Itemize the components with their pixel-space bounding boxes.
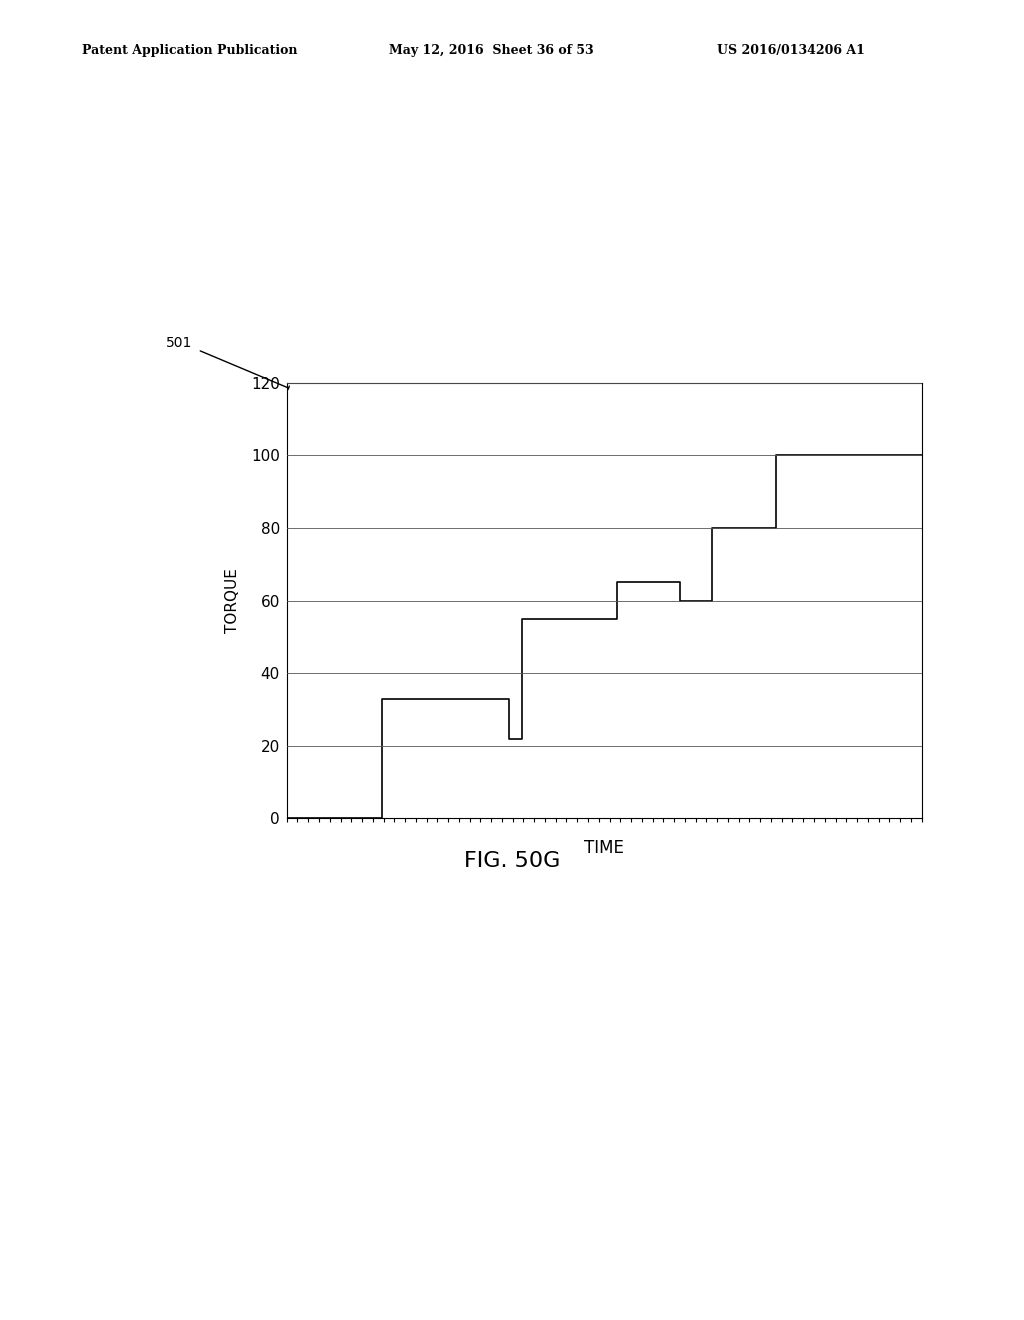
- Text: May 12, 2016  Sheet 36 of 53: May 12, 2016 Sheet 36 of 53: [389, 44, 594, 57]
- Text: US 2016/0134206 A1: US 2016/0134206 A1: [717, 44, 864, 57]
- Y-axis label: TORQUE: TORQUE: [225, 568, 240, 634]
- X-axis label: TIME: TIME: [585, 838, 624, 857]
- Text: FIG. 50G: FIG. 50G: [464, 851, 560, 871]
- Text: 501: 501: [166, 337, 193, 350]
- Text: Patent Application Publication: Patent Application Publication: [82, 44, 297, 57]
